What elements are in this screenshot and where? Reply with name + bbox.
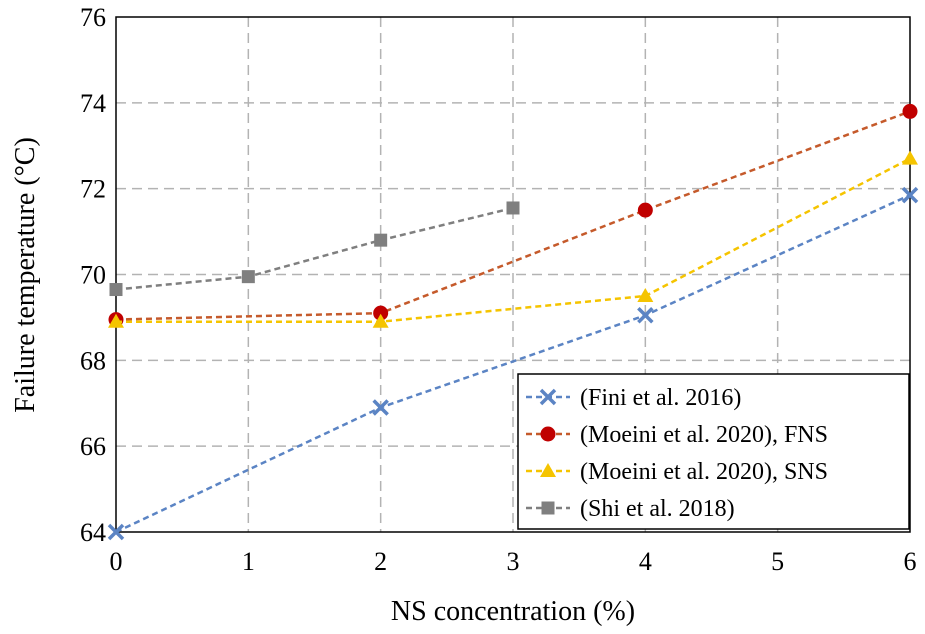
- y-tick-label: 70: [80, 261, 106, 290]
- legend-item: (Moeini et al. 2020), SNS: [526, 459, 828, 485]
- x-tick-label: 6: [904, 547, 917, 576]
- legend-label: (Shi et al. 2018): [580, 496, 735, 522]
- y-tick-label: 76: [80, 3, 106, 32]
- x-axis-title: NS concentration (%): [391, 596, 635, 627]
- series-layer: [107, 103, 919, 541]
- legend-marker-x: [539, 388, 557, 406]
- legend-label: (Moeini et al. 2020), SNS: [580, 459, 828, 485]
- series-line: [116, 157, 911, 323]
- data-point-triangle: [902, 150, 918, 165]
- data-point-square: [241, 270, 255, 284]
- x-tick-labels: 0 1 2 3 4 5 6: [110, 547, 917, 576]
- data-point-x: [107, 523, 125, 541]
- legend-item: (Shi et al. 2018): [526, 496, 735, 522]
- grid: [116, 17, 910, 532]
- series-3: [108, 150, 918, 328]
- data-point-triangle: [108, 313, 124, 328]
- y-tick-label: 68: [80, 346, 106, 375]
- legend-label: (Fini et al. 2016): [580, 385, 741, 411]
- data-point-square: [374, 233, 388, 247]
- y-tick-label: 74: [80, 89, 106, 118]
- data-point-square: [109, 283, 123, 297]
- data-point-circle: [637, 202, 653, 218]
- series-4: [109, 201, 520, 297]
- x-tick-label: 3: [507, 547, 520, 576]
- legend-marker-square: [541, 501, 555, 515]
- y-tick-label: 66: [80, 432, 106, 461]
- data-point-square: [506, 201, 520, 215]
- series-1: [107, 186, 919, 541]
- y-tick-label: 64: [80, 518, 106, 547]
- data-point-circle: [902, 103, 918, 119]
- series-line: [115, 193, 911, 534]
- legend-label: (Moeini et al. 2020), FNS: [580, 422, 828, 448]
- legend-item: (Moeini et al. 2020), FNS: [526, 422, 828, 448]
- x-tick-label: 1: [242, 547, 255, 576]
- legend-marker-circle: [540, 426, 556, 442]
- data-point-x: [637, 307, 654, 324]
- x-tick-label: 5: [771, 547, 784, 576]
- legend: (Fini et al. 2016) (Moeini et al. 2020), …: [517, 373, 910, 530]
- y-axis-title: Failure temperature (°C): [10, 137, 41, 413]
- x-tick-label: 4: [639, 547, 652, 576]
- data-point-x: [901, 186, 919, 204]
- legend-box: [517, 373, 910, 530]
- plot-frame: [115, 16, 911, 533]
- x-tick-label: 2: [374, 547, 387, 576]
- data-point-x: [372, 399, 389, 416]
- data-point-circle: [373, 305, 389, 321]
- y-tick-labels: 64 66 68 70 72 74 76: [80, 3, 106, 547]
- data-point-triangle: [637, 287, 654, 302]
- legend-marker-triangle: [540, 463, 556, 477]
- x-tick-label: 0: [110, 547, 123, 576]
- series-line: [115, 206, 514, 291]
- y-tick-label: 72: [80, 175, 106, 204]
- data-point-triangle: [372, 313, 389, 328]
- series-line: [115, 110, 911, 321]
- legend-item: (Fini et al. 2016): [526, 385, 741, 411]
